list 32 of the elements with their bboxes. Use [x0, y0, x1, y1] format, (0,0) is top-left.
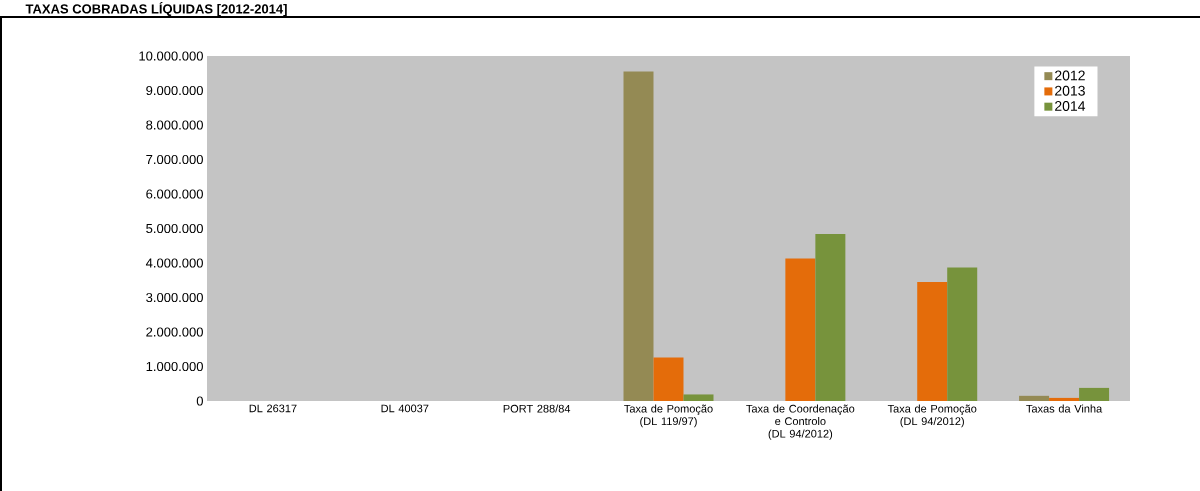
- bar: [815, 234, 846, 401]
- legend-label: 2013: [1055, 85, 1085, 96]
- y-tick-label: 6.000.000: [146, 189, 203, 199]
- bar: [947, 267, 978, 401]
- y-tick-label: 8.000.000: [146, 120, 203, 130]
- bar: [653, 357, 684, 401]
- y-tick-label: 9.000.000: [146, 85, 203, 96]
- x-tick-label: Taxa de Coordenação e Controlo (DL 94/2012): [746, 404, 855, 440]
- bar: [917, 281, 948, 401]
- bar: [1079, 387, 1110, 401]
- y-tick-label: 2.000.000: [146, 327, 203, 337]
- y-tick-label: 5.000.000: [146, 223, 203, 234]
- x-tick-label: DL 40037: [381, 404, 429, 413]
- legend-label: 2014: [1055, 101, 1086, 111]
- bar: [1019, 395, 1050, 401]
- bar: [1049, 397, 1080, 401]
- y-tick-label: 4.000.000: [145, 258, 203, 268]
- chart-title: TAXAS COBRADAS LÍQUIDAS [2012-2014]: [25, 1, 287, 17]
- bar: [683, 394, 714, 401]
- legend-label: 2012: [1055, 70, 1085, 81]
- bar: [785, 258, 816, 401]
- x-tick-label: Taxa de Pomoção (DL 94/2012): [887, 404, 977, 428]
- y-tick-label: 7.000.000: [146, 154, 203, 165]
- y-tick-label: 0: [196, 396, 203, 406]
- y-tick-label: 1.000.000: [146, 361, 203, 372]
- x-tick-label: Taxas da Vinha: [1026, 404, 1103, 413]
- x-tick-label: DL 26317: [249, 404, 297, 413]
- y-tick-label: 10.000.000: [139, 51, 203, 61]
- bar: [623, 71, 654, 401]
- x-tick-label: Taxa de Pomoção (DL 119/97): [624, 404, 713, 428]
- x-tick-label: PORT 288/84: [503, 404, 571, 413]
- y-tick-label: 3.000.000: [146, 292, 203, 303]
